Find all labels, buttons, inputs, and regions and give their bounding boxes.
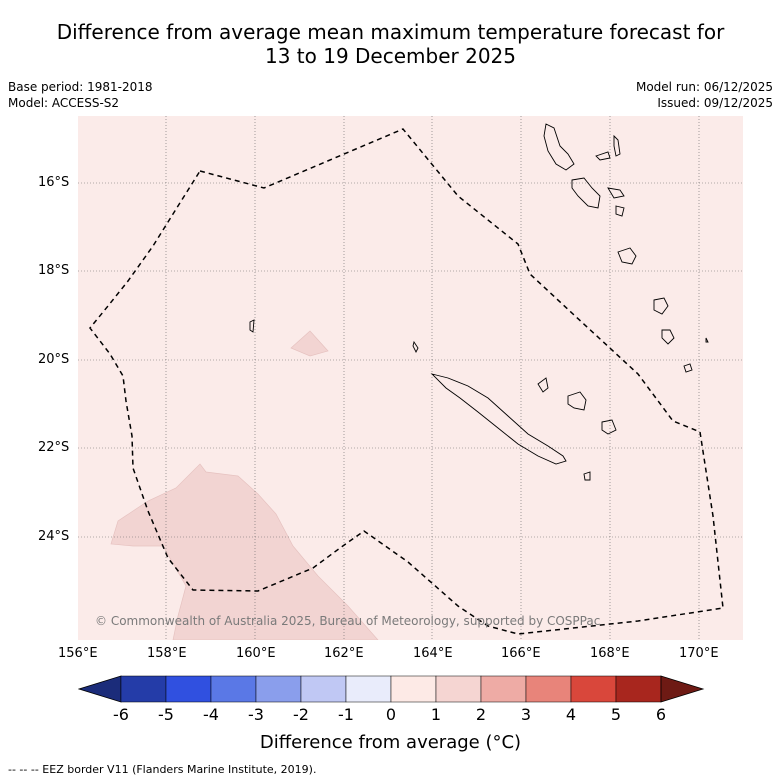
loyalty-island-ouvea bbox=[537, 377, 549, 393]
belep-islands bbox=[412, 340, 419, 354]
colorbar-tick-label: 4 bbox=[565, 705, 577, 724]
colorbar-segment bbox=[255, 675, 302, 703]
lon-label-160e: 160°E bbox=[236, 646, 276, 661]
colorbar-segment bbox=[390, 675, 437, 703]
colorbar-tick-label: -4 bbox=[203, 705, 219, 724]
colorbar-tick-label: 6 bbox=[655, 705, 667, 724]
colorbar-segment bbox=[435, 675, 482, 703]
lat-label-16s: 16°S bbox=[38, 175, 70, 190]
colorbar-segment bbox=[570, 675, 617, 703]
issued-label: Issued: 09/12/2025 bbox=[657, 96, 773, 110]
isle-of-pines bbox=[583, 471, 591, 481]
forecast-map bbox=[78, 116, 743, 640]
lon-label-164e: 164°E bbox=[413, 646, 453, 661]
colorbar-segment bbox=[165, 675, 212, 703]
lon-label-166e: 166°E bbox=[501, 646, 541, 661]
loyalty-island-mare bbox=[601, 419, 617, 435]
vanuatu-efate bbox=[617, 247, 637, 265]
map-title-line-1: Difference from average mean maximum tem… bbox=[56, 20, 725, 44]
copyright-notice: © Commonwealth of Australia 2025, Bureau… bbox=[95, 614, 601, 628]
colorbar-tick-label: 2 bbox=[475, 705, 487, 724]
lon-label-168e: 168°E bbox=[590, 646, 630, 661]
new-caledonia-island bbox=[430, 373, 567, 465]
lat-label-18s: 18°S bbox=[38, 263, 70, 278]
hunter-matthew bbox=[705, 337, 709, 343]
graticule bbox=[78, 116, 743, 640]
model-run-label: Model run: 06/12/2025 bbox=[635, 80, 773, 94]
lon-label-162e: 162°E bbox=[324, 646, 364, 661]
loyalty-island-lifou bbox=[567, 391, 587, 411]
colorbar-segment bbox=[210, 675, 257, 703]
lat-label-20s: 20°S bbox=[38, 352, 70, 367]
colorbar-tick-label: -6 bbox=[113, 705, 129, 724]
anomaly-patch-southwest bbox=[110, 463, 379, 640]
vanuatu-aneityum bbox=[683, 363, 693, 373]
vanuatu-tanna bbox=[661, 329, 675, 345]
colorbar-segment bbox=[300, 675, 347, 703]
vanuatu-maewo bbox=[613, 134, 621, 157]
lon-label-158e: 158°E bbox=[147, 646, 187, 661]
vanuatu-ambae bbox=[595, 151, 611, 161]
eez-footnote: -- -- -- EEZ border V11 (Flanders Marine… bbox=[8, 763, 317, 776]
vanuatu-epi bbox=[615, 205, 625, 217]
colorbar-segment bbox=[120, 675, 167, 703]
model-label: Model: ACCESS-S2 bbox=[8, 96, 120, 110]
colorbar-title: Difference from average (°C) bbox=[259, 732, 522, 753]
lon-label-170e: 170°E bbox=[679, 646, 719, 661]
colorbar-segment bbox=[525, 675, 572, 703]
colorbar-tick-label: 5 bbox=[610, 705, 622, 724]
colorbar-overflow-arrow bbox=[660, 675, 705, 703]
colorbar-segment bbox=[345, 675, 392, 703]
colorbar-tick-label: -3 bbox=[248, 705, 264, 724]
colorbar-underflow-arrow bbox=[78, 675, 122, 703]
vanuatu-espiritu-santo bbox=[543, 123, 575, 171]
anomaly-patch-central bbox=[290, 330, 329, 357]
vanuatu-erromango bbox=[653, 297, 669, 315]
colorbar-tick-label: -2 bbox=[293, 705, 309, 724]
colorbar-segment bbox=[480, 675, 527, 703]
chesterfield-islet-1 bbox=[249, 319, 255, 333]
colorbar-segment bbox=[615, 675, 662, 703]
lat-label-22s: 22°S bbox=[38, 440, 70, 455]
vanuatu-malekula bbox=[571, 177, 601, 209]
colorbar-tick-label: -5 bbox=[158, 705, 174, 724]
colorbar-tick-label: 1 bbox=[430, 705, 442, 724]
colorbar-tick-label: 3 bbox=[520, 705, 532, 724]
vanuatu-pentecost-ambrym bbox=[607, 187, 625, 199]
lat-label-24s: 24°S bbox=[38, 529, 70, 544]
colorbar-tick-label: -1 bbox=[338, 705, 354, 724]
map-title-line-2: 13 to 19 December 2025 bbox=[264, 44, 516, 68]
colorbar bbox=[78, 675, 705, 703]
base-period-label: Base period: 1981-2018 bbox=[8, 80, 153, 94]
lon-label-156e: 156°E bbox=[58, 646, 98, 661]
eez-border bbox=[89, 128, 724, 635]
colorbar-tick-label: 0 bbox=[385, 705, 397, 724]
